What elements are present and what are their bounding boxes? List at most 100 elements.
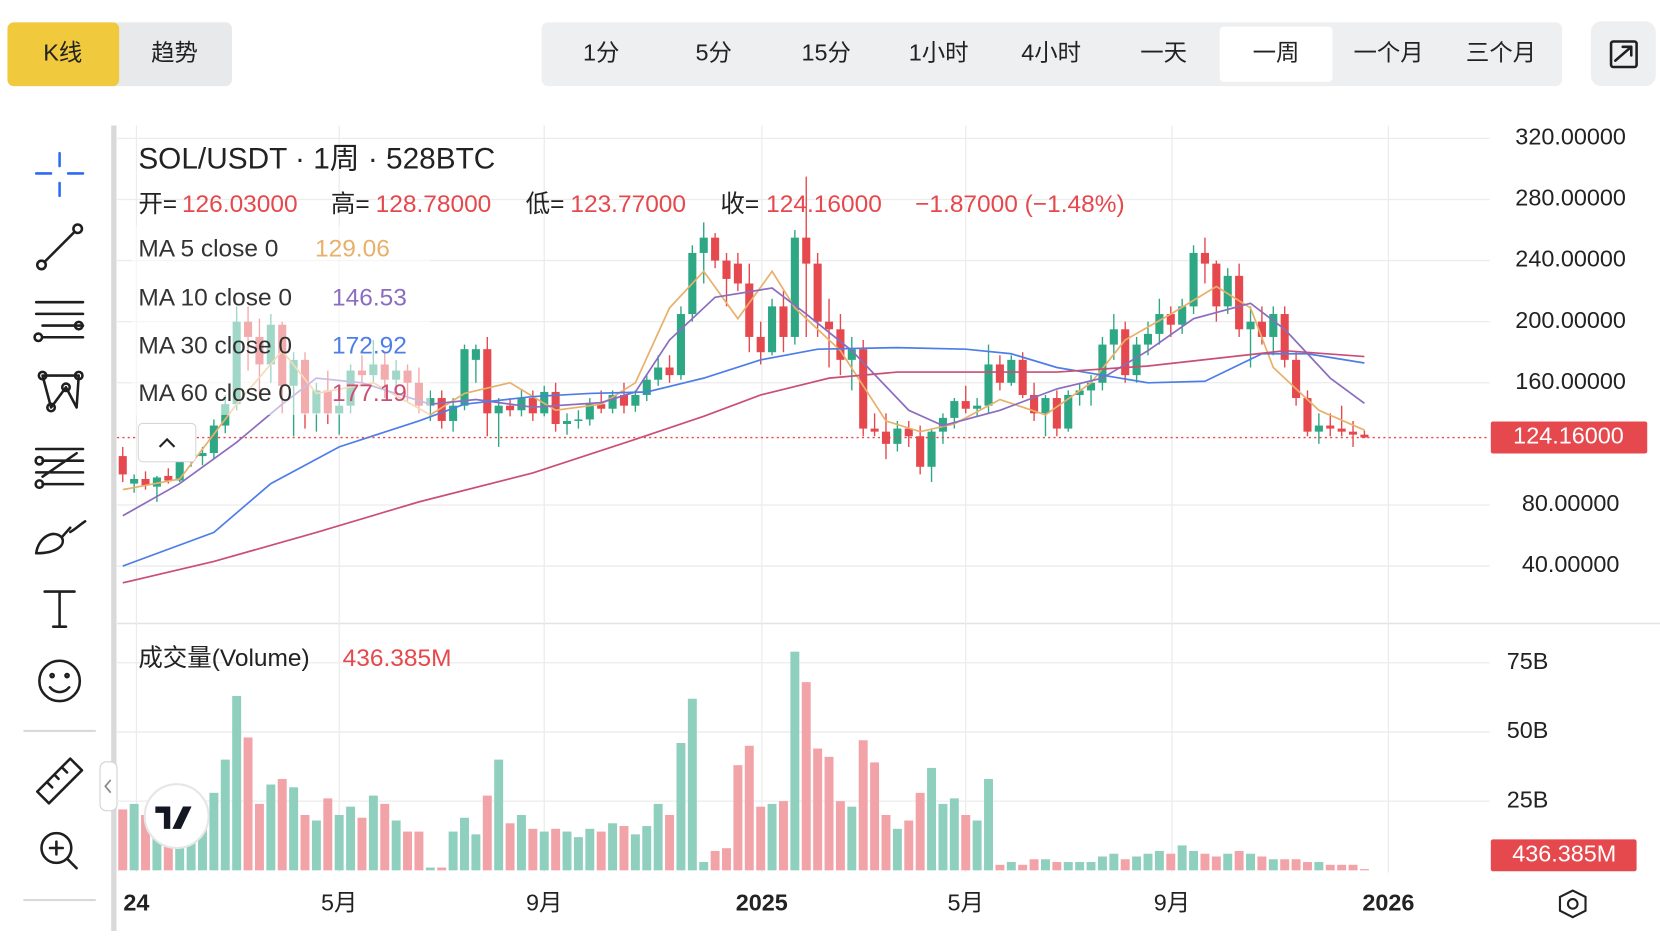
x-tick-label: 24 [123, 890, 149, 916]
y-tick-label: 320.00000 [1515, 124, 1626, 150]
settings-icon[interactable] [1558, 889, 1587, 919]
candle-body [437, 398, 446, 421]
line-tool[interactable] [35, 223, 84, 271]
zoom-tool[interactable] [40, 831, 78, 870]
legend-collapse-button[interactable] [137, 422, 197, 463]
volume-bar [722, 848, 731, 871]
candle-body [528, 398, 537, 414]
text-tool[interactable] [43, 590, 76, 628]
volume-bar [767, 803, 777, 871]
interval-button-label[interactable]: 一周 [1253, 39, 1300, 65]
candle-body [927, 431, 936, 467]
ohlc-name: 收= [720, 190, 759, 218]
candle-body [1269, 314, 1278, 337]
interval-button-label[interactable]: 一个月 [1353, 39, 1423, 65]
volume-bar [243, 737, 253, 871]
candle-body [1075, 390, 1084, 395]
pattern-tool[interactable] [37, 370, 84, 413]
ma-legend-value: 177.19 [332, 380, 407, 407]
candle-body [1246, 321, 1255, 330]
volume-bar [141, 814, 150, 871]
mode-button-selected[interactable] [7, 22, 120, 87]
candle-body [847, 349, 856, 360]
volume-bar [1177, 845, 1187, 871]
volume-bar [915, 792, 925, 871]
tradingview-logo[interactable] [143, 783, 210, 850]
candle-body [1143, 333, 1153, 345]
brush-tool[interactable] [34, 520, 87, 555]
interval-button-label[interactable]: 1分 [583, 39, 619, 65]
candle-body [1030, 394, 1039, 414]
candle-body [1189, 252, 1198, 307]
candle-body [426, 398, 435, 406]
volume-bar [756, 806, 766, 871]
interval-button-label[interactable]: 三个月 [1466, 39, 1536, 65]
candle-body [1303, 398, 1312, 432]
candle-body [893, 428, 902, 444]
emoji-tool[interactable] [38, 659, 82, 703]
volume-bar [1086, 862, 1096, 871]
volume-bar [710, 850, 720, 871]
candle-body [813, 263, 822, 322]
fibonacci-tool[interactable] [34, 447, 85, 490]
volume-bar [949, 798, 959, 871]
candle-body [1121, 329, 1130, 376]
candle-body [494, 405, 503, 414]
volume-bar [1257, 856, 1267, 871]
volume-bar [505, 823, 515, 871]
ruler-tool[interactable] [35, 757, 84, 805]
volume-bar [835, 801, 845, 871]
ohlc-value: 123.77000 [570, 191, 686, 218]
interval-button-label[interactable]: 15分 [801, 39, 850, 65]
x-tick-label: 9月 [526, 890, 562, 916]
interval-button-label[interactable]: 4小时 [1021, 39, 1081, 65]
mode-button-label[interactable]: K线 [43, 39, 82, 65]
volume-bar [471, 834, 481, 871]
volume-tick-label: 25B [1507, 786, 1549, 812]
interval-button-selected[interactable] [1219, 26, 1333, 82]
volume-bar [539, 831, 549, 871]
toolbar-collapse-handle[interactable] [99, 761, 118, 812]
volume-bar [665, 814, 675, 871]
volume-bar [1132, 856, 1142, 871]
fullscreen-icon [1609, 40, 1638, 69]
volume-bar [813, 748, 823, 871]
ma-legend-name: MA 60 close 0 [138, 380, 292, 407]
candle-body [1235, 275, 1244, 330]
x-tick-label: 5月 [948, 890, 984, 916]
volume-bar [528, 828, 538, 871]
interval-button-label[interactable]: 5分 [695, 39, 731, 65]
candle-body [722, 260, 731, 279]
volume-bar [232, 695, 242, 871]
current-volume-label: 436.385M [1512, 840, 1616, 866]
ohlc-name: 低= [526, 190, 565, 218]
candle-body [152, 477, 161, 487]
interval-button-label[interactable]: 1小时 [909, 39, 969, 65]
y-tick-label: 280.00000 [1515, 185, 1626, 211]
price-change: −1.87000 (−1.48%) [915, 191, 1125, 218]
volume-bar [927, 767, 937, 871]
candle-body [961, 401, 970, 409]
volume-bar [676, 743, 686, 871]
candle-body [1257, 321, 1266, 337]
candle-body [836, 329, 845, 360]
candle-body [711, 237, 720, 261]
volume-legend-value: 436.385M [343, 645, 452, 672]
volume-bar [391, 820, 401, 871]
mode-button-label[interactable]: 趋势 [151, 39, 198, 65]
crosshair-tool[interactable] [34, 151, 85, 198]
candle-body [209, 425, 218, 454]
interval-button-label[interactable]: 一天 [1140, 39, 1187, 65]
current-price-tag [1490, 421, 1648, 454]
volume-bar [277, 778, 287, 871]
volume-bar [1268, 859, 1278, 871]
volume-bar [881, 814, 891, 871]
horizontal-line-tool[interactable] [33, 300, 85, 343]
candle-body [175, 460, 184, 481]
volume-bar [687, 698, 697, 871]
drawing-tools [23, 151, 96, 902]
ohlc-value: 126.03000 [182, 191, 298, 218]
candle-body [824, 321, 834, 330]
volume-bar [1223, 853, 1233, 871]
